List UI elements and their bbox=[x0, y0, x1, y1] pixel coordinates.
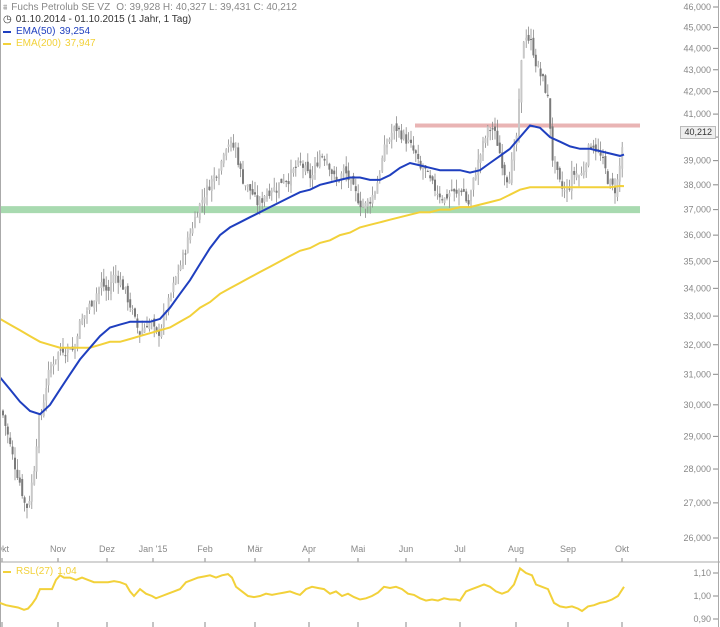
svg-text:26,000: 26,000 bbox=[683, 533, 711, 543]
rsl-legend: RSL(27) 1,04 bbox=[3, 566, 77, 577]
svg-text:Jul: Jul bbox=[454, 544, 466, 554]
rsl-axis: 1,10 1,00 0,90 bbox=[693, 568, 718, 624]
ema50-label: EMA(50) bbox=[16, 26, 56, 37]
svg-text:1,00: 1,00 bbox=[693, 591, 711, 601]
rsl-label: RSL(27) bbox=[16, 566, 54, 577]
svg-text:Feb: Feb bbox=[197, 544, 213, 554]
svg-text:39,000: 39,000 bbox=[683, 156, 711, 166]
last-price-badge: 40,212 bbox=[680, 126, 716, 140]
svg-text:38,000: 38,000 bbox=[683, 180, 711, 190]
svg-text:Mai: Mai bbox=[351, 544, 366, 554]
instrument-row: ⩩ Fuchs Petrolub SE VZ O: 39,928 H: 40,3… bbox=[3, 2, 297, 14]
date-range-row[interactable]: ◷ 01.10.2014 - 01.10.2015 (1 Jahr, 1 Tag… bbox=[3, 14, 297, 26]
svg-text:Apr: Apr bbox=[302, 544, 316, 554]
svg-text:0,90: 0,90 bbox=[693, 614, 711, 624]
svg-text:30,000: 30,000 bbox=[683, 400, 711, 410]
svg-text:45,000: 45,000 bbox=[683, 22, 711, 32]
svg-text:41,000: 41,000 bbox=[683, 109, 711, 119]
svg-text:46,000: 46,000 bbox=[683, 2, 711, 12]
ema50-value: 39,254 bbox=[59, 26, 91, 37]
resistance-line-rect bbox=[415, 123, 640, 128]
svg-text:Aug: Aug bbox=[508, 544, 524, 554]
svg-text:Jan '15: Jan '15 bbox=[139, 544, 168, 554]
svg-text:34,000: 34,000 bbox=[683, 283, 711, 293]
svg-text:Okt: Okt bbox=[615, 544, 630, 554]
svg-text:28,000: 28,000 bbox=[683, 464, 711, 474]
price-axis: 46,000 45,000 44,000 43,000 42,000 41,000 39,0… bbox=[683, 2, 718, 543]
svg-text:Sep: Sep bbox=[560, 544, 576, 554]
svg-text:32,000: 32,000 bbox=[683, 340, 711, 350]
legend-ema50: EMA(50) 39,254 bbox=[3, 26, 297, 38]
rsl-line bbox=[0, 566, 625, 613]
svg-text:37,000: 37,000 bbox=[683, 205, 711, 215]
clock-icon: ◷ bbox=[3, 14, 12, 25]
ema200-value: 37,947 bbox=[65, 38, 96, 49]
svg-text:29,000: 29,000 bbox=[683, 431, 711, 441]
svg-text:Dez: Dez bbox=[99, 544, 116, 554]
svg-text:33,000: 33,000 bbox=[683, 311, 711, 321]
support-band-rect bbox=[0, 206, 640, 214]
rsl-swatch bbox=[3, 570, 11, 573]
svg-text:1,10: 1,10 bbox=[693, 568, 711, 578]
ema50-swatch bbox=[3, 31, 11, 33]
svg-text:Jun: Jun bbox=[399, 544, 414, 554]
ema200-swatch bbox=[3, 43, 11, 45]
ema200-line bbox=[0, 184, 625, 349]
svg-text:35,000: 35,000 bbox=[683, 256, 711, 266]
support-band bbox=[0, 206, 640, 214]
chart-type-icon: ⩩ bbox=[3, 3, 8, 12]
svg-text:31,000: 31,000 bbox=[683, 369, 711, 379]
rsl-value: 1,04 bbox=[57, 566, 77, 577]
instrument-name: Fuchs Petrolub SE VZ bbox=[11, 2, 111, 13]
svg-text:27,000: 27,000 bbox=[683, 498, 711, 508]
svg-text:Nov: Nov bbox=[50, 544, 67, 554]
time-axis: Okt Nov Dez Jan '15 Feb Mär Apr Mai Jun Jul Aug Sep… bbox=[0, 544, 629, 627]
candlestick-series bbox=[2, 26, 624, 519]
legend-ema200: EMA(200) 37,947 bbox=[3, 38, 297, 50]
svg-text:42,000: 42,000 bbox=[683, 87, 711, 97]
svg-text:Okt: Okt bbox=[0, 544, 9, 554]
ema200-label: EMA(200) bbox=[16, 38, 62, 49]
svg-text:Mär: Mär bbox=[247, 544, 263, 554]
ohlc-values: O: 39,928 H: 40,327 L: 39,431 C: 40,212 bbox=[116, 2, 297, 13]
ema50-line bbox=[0, 124, 625, 416]
svg-text:36,000: 36,000 bbox=[683, 230, 711, 240]
resistance-line bbox=[415, 123, 640, 128]
date-range: 01.10.2014 - 01.10.2015 (1 Jahr, 1 Tag) bbox=[15, 14, 192, 25]
svg-text:43,000: 43,000 bbox=[683, 65, 711, 75]
svg-text:44,000: 44,000 bbox=[683, 43, 711, 53]
chart-legend: ⩩ Fuchs Petrolub SE VZ O: 39,928 H: 40,3… bbox=[3, 2, 297, 50]
